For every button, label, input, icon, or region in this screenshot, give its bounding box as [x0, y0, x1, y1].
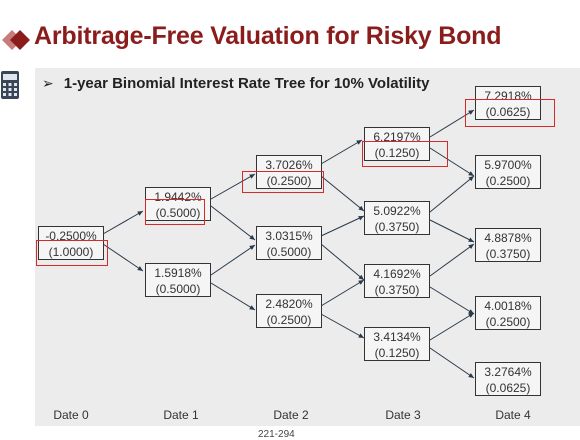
edge-d0-down [102, 243, 144, 272]
diamond-bullets-icon [2, 30, 30, 50]
bullet-arrow-icon: ➢ [42, 75, 54, 91]
node-rate: 4.0018% [484, 299, 532, 313]
date-label-2: Date 2 [273, 408, 309, 422]
node-rate: 6.2197% [373, 130, 421, 144]
edge-d2c-up [320, 279, 365, 307]
node-prob: (0.2500) [266, 174, 312, 188]
edge-d2a-up [320, 139, 363, 165]
node-d2-1: 3.0315% (0.5000) [256, 226, 322, 260]
node-rate: 5.9700% [484, 158, 532, 172]
node-d4-3: 4.0018% (0.2500) [475, 296, 541, 330]
date-label-1: Date 1 [163, 408, 199, 422]
edge-d3c-up [429, 243, 475, 277]
node-prob: (0.1250) [374, 346, 420, 360]
node-d1-0: 1.9442% (0.5000) [145, 187, 211, 221]
node-rate: 1.9442% [154, 190, 202, 204]
edge-d1a-up [210, 173, 256, 200]
edge-d3d-down [429, 347, 475, 379]
node-d0-0: -0.2500% (1.0000) [38, 226, 104, 260]
node-rate: 4.1692% [373, 267, 421, 281]
node-prob: (0.2500) [485, 174, 531, 188]
edge-d3c-down [429, 286, 475, 315]
subtitle-text: 1-year Binomial Interest Rate Tree for 1… [63, 75, 430, 92]
node-prob: (0.3750) [374, 283, 420, 297]
edge-d3b-down [429, 219, 475, 243]
node-rate: -0.2500% [45, 229, 97, 243]
edge-d2b-down [320, 243, 365, 281]
node-rate: 1.5918% [154, 266, 202, 280]
slide-title: Arbitrage-Free Valuation for Risky Bond [34, 22, 502, 50]
node-prob: (0.5000) [155, 282, 201, 296]
calculator-icon [1, 71, 19, 99]
node-prob: (0.0625) [485, 381, 531, 395]
edge-d1a-down [210, 205, 256, 241]
edge-d1b-up [210, 244, 256, 276]
edge-d2c-down [320, 313, 365, 339]
tree-subtitle: ➢ 1-year Binomial Interest Rate Tree for … [42, 75, 429, 92]
node-prob: (0.2500) [266, 313, 312, 327]
node-prob: (0.5000) [266, 245, 312, 259]
date-label-3: Date 3 [385, 408, 421, 422]
date-label-0: Date 0 [53, 408, 89, 422]
edge-d3d-up [429, 312, 475, 341]
node-d3-0: 6.2197% (0.1250) [364, 127, 430, 161]
node-rate: 5.0922% [373, 204, 421, 218]
node-rate: 3.0315% [265, 229, 313, 243]
node-prob: (0.1250) [374, 146, 420, 160]
edge-d2b-up [320, 215, 365, 237]
node-prob: (0.3750) [374, 220, 420, 234]
node-d4-1: 5.9700% (0.2500) [475, 155, 541, 189]
node-prob: (1.0000) [48, 245, 94, 259]
node-rate: 3.7026% [265, 158, 313, 172]
date-label-4: Date 4 [495, 408, 531, 422]
node-d4-2: 4.8878% (0.3750) [475, 228, 541, 262]
node-d3-2: 4.1692% (0.3750) [364, 264, 430, 298]
edge-d0-up [102, 210, 144, 235]
edge-d2a-down [320, 175, 365, 212]
node-d3-1: 5.0922% (0.3750) [364, 201, 430, 235]
edge-d3b-up [429, 175, 475, 213]
node-rate: 2.4820% [265, 297, 313, 311]
node-rate: 4.8878% [484, 231, 532, 245]
node-prob: (0.3750) [485, 247, 531, 261]
node-prob: (0.5000) [155, 206, 201, 220]
node-rate: 3.4134% [373, 330, 421, 344]
node-prob: (0.0625) [485, 105, 531, 119]
edge-d3a-down [429, 147, 475, 177]
node-d1-1: 1.5918% (0.5000) [145, 263, 211, 297]
node-d2-2: 2.4820% (0.2500) [256, 294, 322, 328]
node-prob: (0.2500) [485, 315, 531, 329]
node-d2-0: 3.7026% (0.2500) [256, 155, 322, 189]
edge-d3a-up [429, 109, 475, 138]
node-d4-4: 3.2764% (0.0625) [475, 362, 541, 396]
edge-d1b-down [210, 282, 256, 311]
node-d3-3: 3.4134% (0.1250) [364, 327, 430, 361]
node-d4-0: 7.2918% (0.0625) [475, 86, 541, 120]
node-rate: 7.2918% [484, 89, 532, 103]
node-rate: 3.2764% [484, 365, 532, 379]
page-footer: 221-294 [258, 429, 295, 440]
